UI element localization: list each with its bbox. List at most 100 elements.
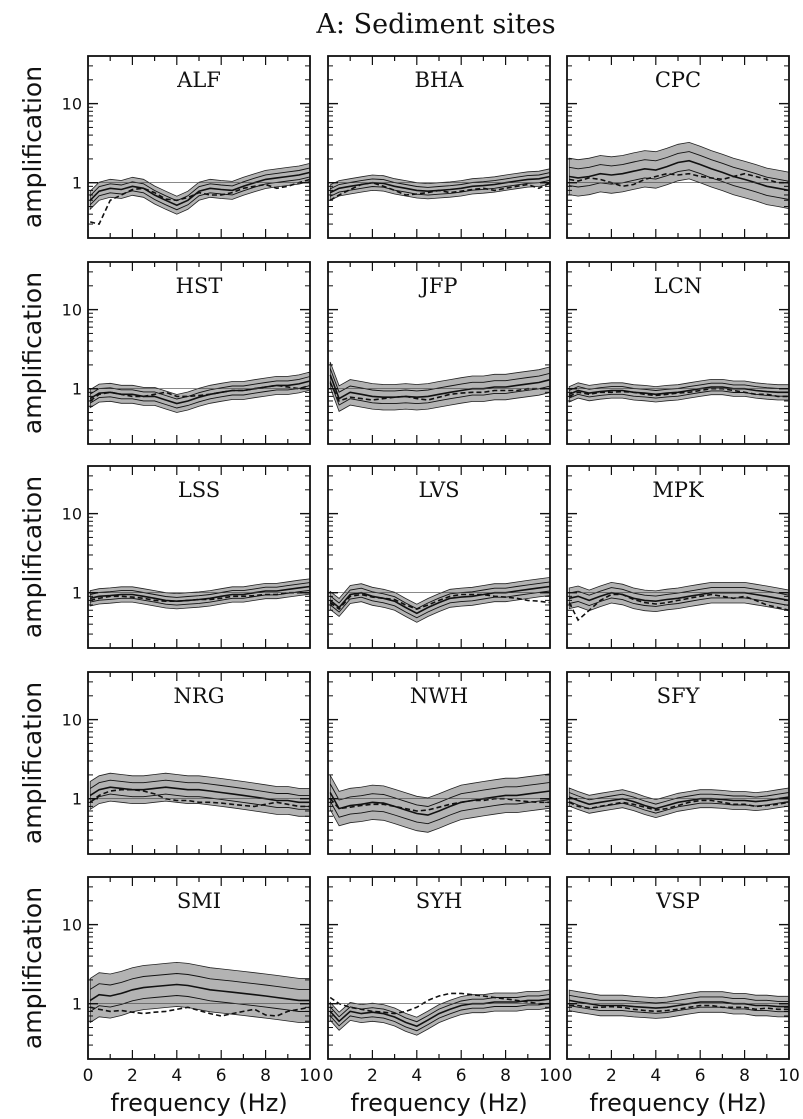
panel-sfy: SFY: [566, 671, 790, 855]
inner-bound-line: [89, 995, 310, 1012]
x-axis-labels: frequency (Hz) frequency (Hz) frequency (H…: [110, 1089, 766, 1117]
y-axis-label: amplification: [18, 682, 47, 844]
x-tick-label: 0: [562, 1066, 573, 1086]
mean-amplification-line: [569, 159, 790, 192]
inner-bound-line: [329, 1002, 551, 1032]
dashed-reference-line: [329, 992, 550, 1015]
site-label: SFY: [657, 684, 701, 708]
mean-amplification-line: [329, 790, 551, 816]
x-tick-label: 0: [83, 1066, 94, 1086]
inner-bound-line: [569, 151, 790, 182]
x-tick-label: 10: [778, 1066, 800, 1086]
x-tick-label: 6: [216, 1066, 227, 1086]
inner-bound-line: [569, 169, 790, 200]
inner-bound-line: [569, 597, 790, 607]
site-label: LSS: [178, 478, 220, 502]
y-tick-label: 1: [72, 995, 82, 1014]
inner-bound-line: [329, 381, 551, 406]
x-tick-label: 2: [367, 1066, 378, 1086]
mean-amplification-line: [329, 998, 551, 1028]
panel-cpc: CPC: [566, 55, 790, 239]
figure-title: A: Sediment sites: [315, 9, 555, 40]
mean-amplification-line: [89, 983, 310, 1002]
y-tick-label: 1: [72, 380, 82, 399]
x-tick-label: 10: [299, 1066, 321, 1086]
inner-bound-line: [330, 179, 551, 197]
inner-bound-line: [329, 799, 551, 825]
site-label: NWH: [410, 684, 468, 708]
site-label: LCN: [654, 274, 702, 298]
panel-smi: SMI 1 10 0 2 4 6 8 10: [62, 876, 321, 1086]
mean-amplification-line: [329, 374, 551, 400]
dashed-reference-line: [90, 591, 310, 603]
inner-bound-line: [90, 589, 311, 606]
y-tick-label: 10: [62, 916, 82, 935]
inner-bound-line: [569, 792, 790, 805]
x-axis-label: frequency (Hz): [110, 1089, 287, 1117]
site-label: NRG: [174, 684, 225, 708]
inner-bound-line: [89, 385, 311, 409]
confidence-band: [329, 773, 551, 833]
panel-nrg: NRG 1 10: [62, 671, 311, 855]
panel-lvs: LVS: [327, 465, 551, 649]
panel-jfp: JFP: [327, 261, 551, 445]
y-axis-label: amplification: [18, 66, 47, 228]
dashed-reference-line: [90, 1006, 311, 1017]
y-tick-label: 10: [62, 95, 82, 114]
mean-amplification-line: [89, 786, 310, 804]
inner-bound-line: [329, 781, 551, 807]
dashed-reference-line: [568, 799, 790, 811]
y-tick-label: 1: [72, 584, 82, 603]
y-axis-labels: amplification amplification amplification a…: [18, 66, 47, 1049]
dashed-reference-line: [89, 788, 310, 808]
dashed-reference-line: [568, 387, 789, 398]
x-tick-label: 0: [323, 1066, 334, 1086]
y-tick-label: 10: [62, 301, 82, 320]
site-label: SMI: [177, 889, 221, 913]
inner-bound-line: [569, 587, 790, 597]
panel-lss: LSS 1 10: [62, 465, 311, 649]
dashed-reference-line: [568, 593, 790, 622]
inner-bound-line: [329, 590, 551, 619]
dashed-reference-line: [329, 593, 551, 611]
mean-amplification-line: [568, 796, 790, 810]
y-axis-label: amplification: [18, 887, 47, 1049]
y-tick-label: 10: [62, 505, 82, 524]
y-tick-label: 1: [72, 174, 82, 193]
inner-bound-line: [89, 973, 310, 990]
inner-bound-line: [89, 779, 310, 796]
dashed-reference-line: [90, 178, 311, 226]
site-label: SYH: [416, 889, 463, 913]
x-axis-label: frequency (Hz): [350, 1089, 527, 1117]
x-tick-label: 2: [127, 1066, 138, 1086]
inner-bound-line: [329, 993, 551, 1023]
panel-alf: ALF 1 10: [62, 55, 311, 239]
y-tick-label: 10: [62, 711, 82, 730]
dashed-reference-line: [569, 1004, 789, 1013]
mean-amplification-line: [89, 171, 311, 207]
confidence-band: [568, 989, 790, 1019]
confidence-band: [568, 581, 790, 613]
inner-bound-line: [89, 793, 310, 810]
inner-bound-line: [89, 167, 311, 202]
x-tick-label: 4: [171, 1066, 182, 1086]
panel-bha: BHA: [327, 55, 551, 239]
inner-bound-line: [90, 582, 311, 598]
x-tick-label: 6: [695, 1066, 706, 1086]
panel-nwh: NWH: [327, 671, 551, 855]
panel-lcn: LCN: [566, 261, 790, 445]
confidence-band: [329, 361, 551, 412]
x-tick-label: 4: [411, 1066, 422, 1086]
panel-syh: SYH 0 2 4 6 8 10: [323, 876, 561, 1086]
inner-bound-line: [569, 1005, 789, 1014]
site-label: JFP: [418, 274, 457, 298]
x-tick-label: 8: [500, 1066, 511, 1086]
inner-bound-line: [329, 581, 551, 610]
site-label: BHA: [415, 68, 465, 92]
site-label: CPC: [655, 68, 701, 92]
mean-amplification-line: [90, 585, 311, 603]
y-axis-label: amplification: [18, 476, 47, 638]
inner-bound-line: [330, 172, 551, 190]
x-tick-label: 10: [539, 1066, 561, 1086]
